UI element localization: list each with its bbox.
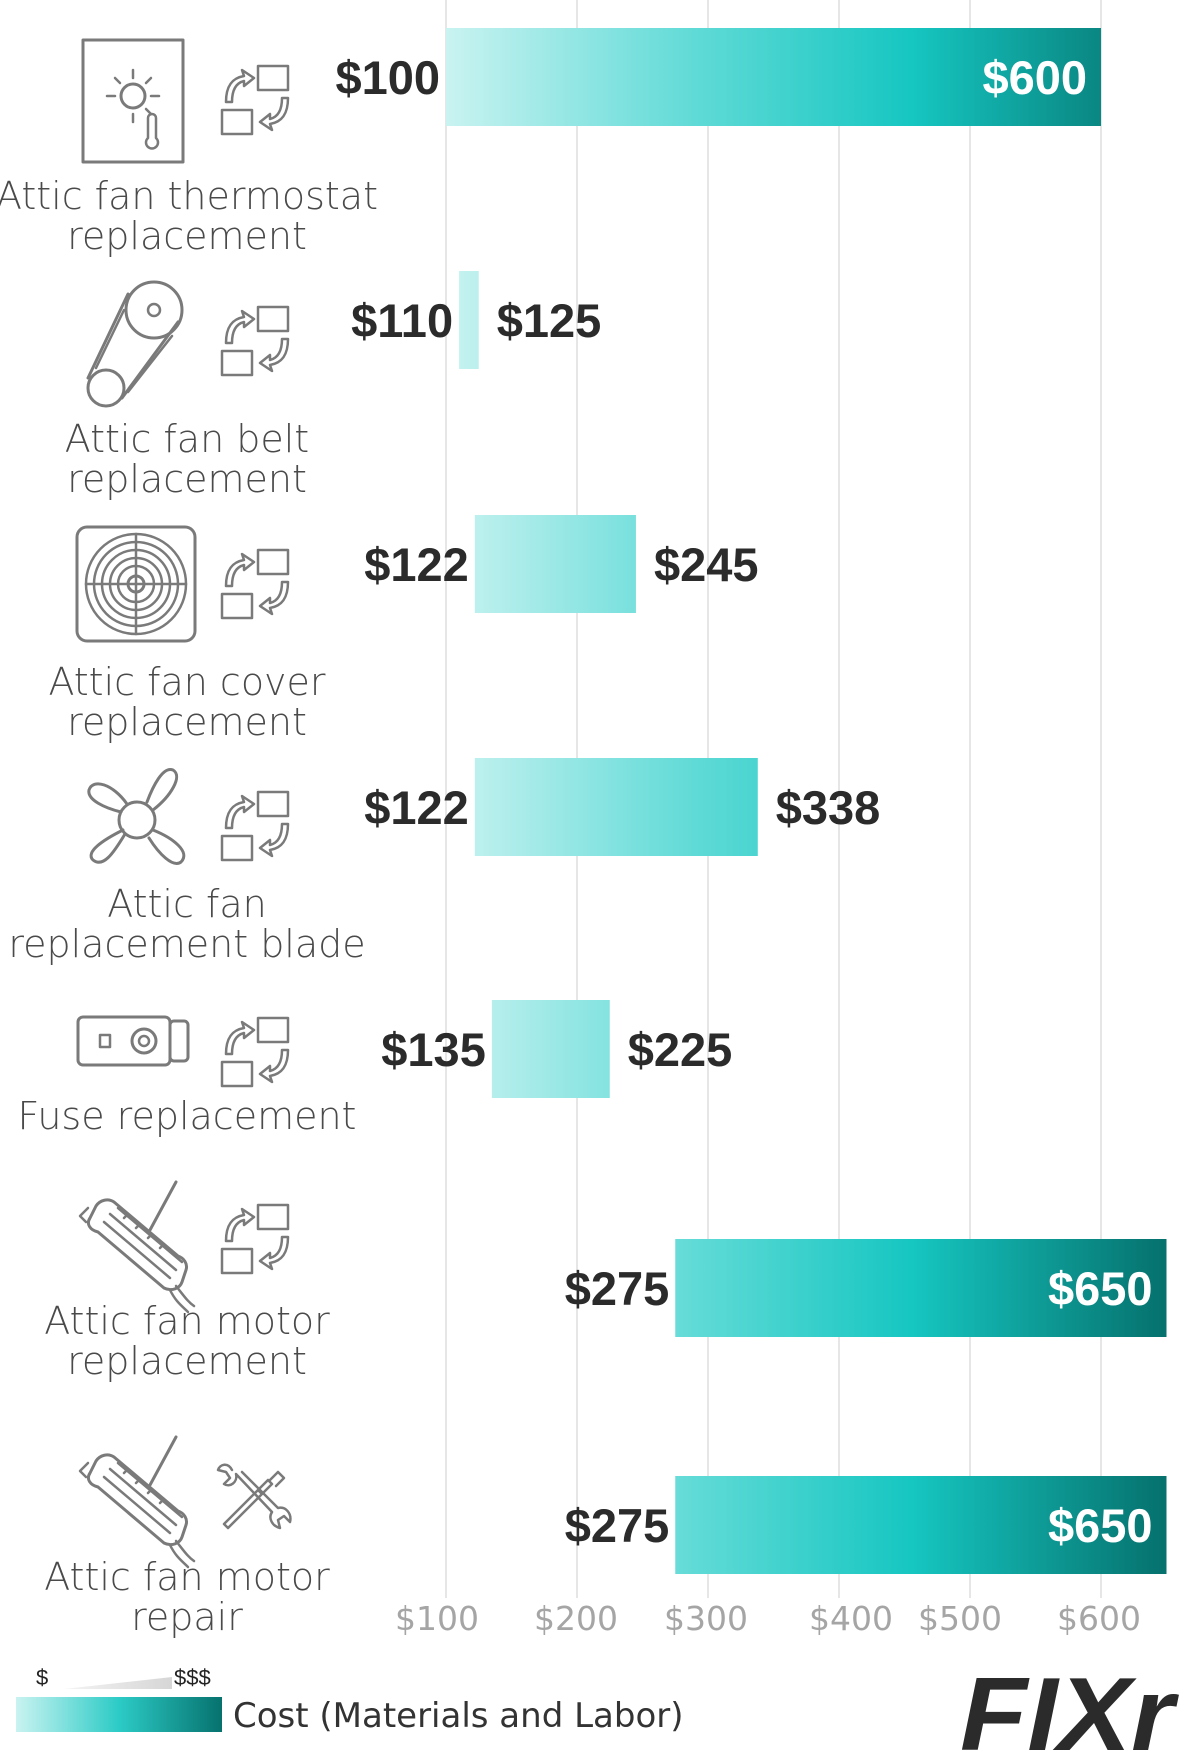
high-value-label-6: $650 [1048,1499,1153,1552]
x-axis-ticks: $100 $200 $300 $400 $500 $600 [395,1599,1141,1638]
category-label-1-line-1: replacement [67,457,307,501]
category-4: Fuse replacement [18,1015,357,1138]
value-labels: $100 $600 $110 $125 $122 $245 $122 $338 $135 $225… [335,51,1152,1552]
low-value-label-2: $122 [364,538,469,591]
replace-arrows-icon [220,1203,290,1275]
legend-high-marker: $$$ [174,1665,211,1690]
category-label-3-line-1: replacement blade [8,922,365,966]
belt-pulley-icon [86,280,184,408]
low-value-label-3: $122 [364,781,469,834]
legend-low-marker: $ [36,1665,48,1690]
bar-2 [474,515,636,613]
category-label-0-line-1: replacement [67,214,307,258]
low-value-label-5: $275 [565,1262,670,1315]
bars [446,28,1167,1574]
low-value-label-6: $275 [565,1499,670,1552]
fan-blade-icon [87,768,186,865]
x-tick-label-600: $600 [1057,1599,1141,1638]
motor-icon [78,1180,196,1314]
legend-label: Cost (Materials and Labor) [233,1696,683,1736]
fan-cover-icon [75,525,197,643]
low-value-label-4: $135 [381,1023,486,1076]
bar-1 [459,271,479,369]
replace-arrows-icon [220,1016,290,1088]
high-value-label-1: $125 [497,294,602,347]
high-value-label-0: $600 [982,51,1087,104]
category-label-6-line-0: Attic fan motor [44,1555,330,1599]
legend: $ $$$ Cost (Materials and Labor) [16,1665,683,1736]
high-value-label-4: $225 [628,1023,733,1076]
category-label-0-line-0: Attic fan thermostat [0,174,378,218]
replace-arrows-icon [220,790,290,862]
category-label-2-line-0: Attic fan cover [48,660,325,704]
category-label-1-line-0: Attic fan belt [65,417,309,461]
x-tick-label-300: $300 [664,1599,748,1638]
category-label-3-line-0: Attic fan [107,882,266,926]
bar-5 [675,1239,1167,1337]
low-value-label-1: $110 [351,294,453,347]
category-label-5-line-0: Attic fan motor [44,1299,330,1343]
replace-arrows-icon [220,305,290,377]
high-value-label-3: $338 [776,781,881,834]
x-tick-label-100: $100 [395,1599,479,1638]
motor-icon [78,1435,196,1569]
category-label-5-line-1: replacement [67,1339,307,1383]
x-tick-label-200: $200 [534,1599,618,1638]
x-tick-label-400: $400 [809,1599,893,1638]
x-tick-label-500: $500 [918,1599,1002,1638]
high-value-label-5: $650 [1048,1262,1153,1315]
legend-gradient-swatch [16,1697,222,1732]
bar-0 [446,28,1101,126]
replace-arrows-icon [220,548,290,620]
category-label-6-line-1: repair [131,1595,243,1639]
category-label-2-line-1: replacement [67,700,307,744]
fixr-logo: FIXr [960,1657,1180,1762]
legend-wedge [64,1677,172,1689]
low-value-label-0: $100 [335,51,440,104]
wrench-screwdriver-icon [216,1463,292,1530]
fixr-logo-text: FIXr [960,1657,1180,1762]
high-value-label-2: $245 [654,538,759,591]
bar-6 [675,1476,1167,1574]
bar-3 [474,758,758,856]
bar-4 [491,1000,610,1098]
fuse-icon [76,1015,190,1067]
category-label-4-line-0: Fuse replacement [18,1094,357,1138]
thermostat-icon [81,38,185,164]
replace-arrows-icon [220,64,290,136]
